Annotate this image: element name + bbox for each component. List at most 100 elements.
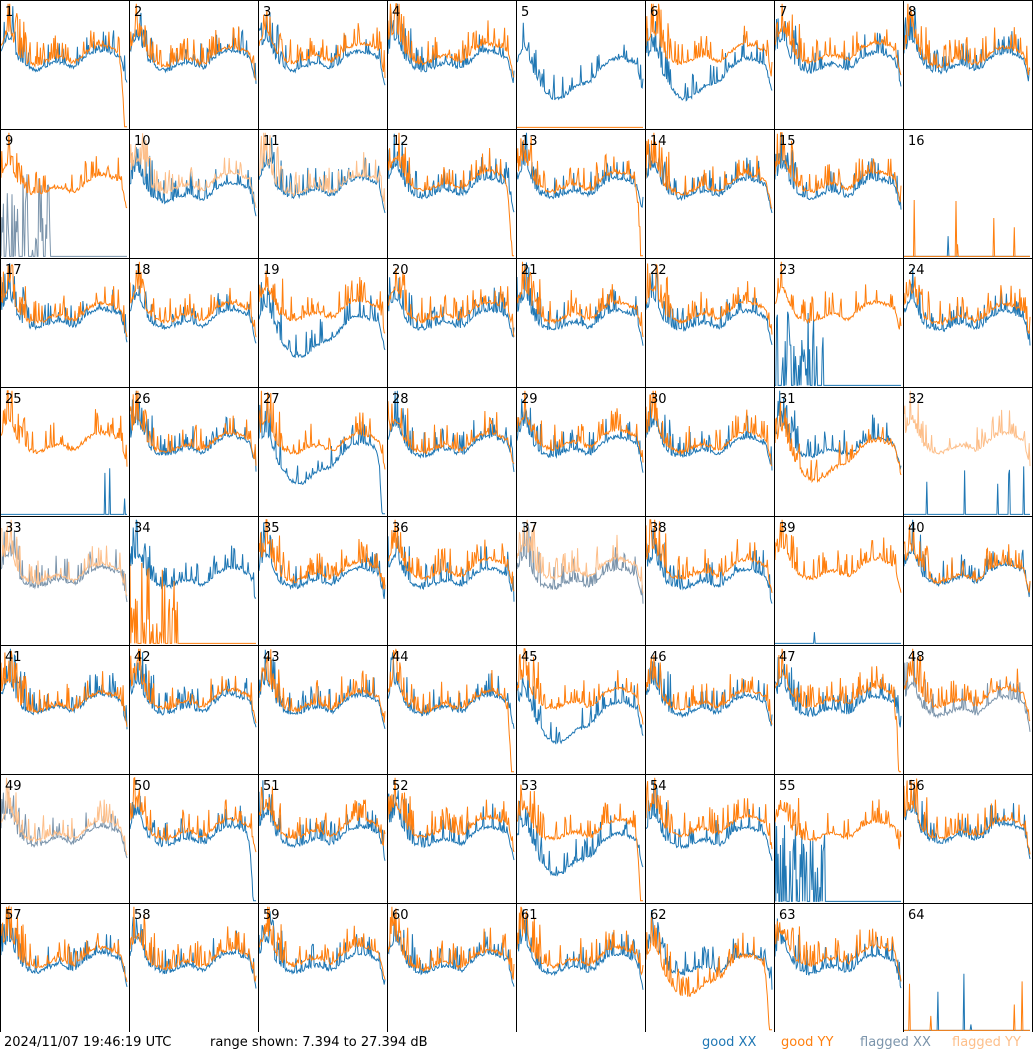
panel-32-label: 32 [908, 392, 925, 407]
panel-34-yy-line [129, 562, 256, 644]
panel-58-yy-line [129, 906, 257, 982]
panel-60-yy-line [387, 906, 515, 980]
panel-10-xx-line [129, 147, 257, 217]
panel-28-label: 28 [392, 392, 409, 407]
panel-23: 23 [774, 258, 904, 388]
panel-1-label: 1 [5, 5, 13, 20]
panel-8: 8 [903, 0, 1033, 130]
panel-50-label: 50 [134, 779, 151, 794]
panel-61-yy-line [516, 906, 644, 976]
panel-64-yy-line [904, 981, 1030, 1031]
panel-60: 60 [387, 903, 517, 1032]
panel-30-xx-line [645, 398, 773, 471]
panel-3-xx-line [258, 12, 386, 86]
legend-good-xx: good XX [702, 1035, 757, 1050]
panel-52-yy-line [387, 777, 515, 853]
panel-55-xx-line [774, 820, 901, 902]
panel-55-label: 55 [779, 779, 796, 794]
panel-2-frame [129, 0, 259, 130]
panel-61-label: 61 [521, 908, 538, 923]
panel-25-label: 25 [5, 392, 22, 407]
panel-39: 39 [774, 516, 904, 646]
panel-6: 6 [645, 0, 775, 130]
panel-53-label: 53 [521, 779, 538, 794]
panel-40-label: 40 [908, 521, 925, 536]
panel-30-label: 30 [650, 392, 667, 407]
panel-28-yy-line [387, 401, 515, 464]
panel-4-xx-line [387, 3, 515, 84]
panel-41: 41 [0, 645, 130, 775]
panel-44: 44 [387, 645, 517, 775]
panel-33-label: 33 [5, 521, 22, 536]
panel-2-label: 2 [134, 5, 142, 20]
panel-58-label: 58 [134, 908, 151, 923]
panel-25-xx-line [1, 468, 127, 515]
panel-19-xx-line [258, 282, 386, 359]
panel-12-label: 12 [392, 134, 409, 149]
panel-13: 13 [516, 129, 646, 259]
panel-19: 19 [258, 258, 388, 388]
panel-64: 64 [903, 903, 1033, 1032]
panel-11-xx-line [258, 137, 386, 214]
panel-23-xx-line [775, 311, 901, 386]
panel-57: 57 [0, 903, 130, 1032]
panel-55-yy-line [774, 797, 902, 850]
panel-2-yy-line [129, 3, 257, 81]
panel-47-xx-line [774, 657, 902, 728]
panel-24-yy-line [903, 276, 1031, 334]
panel-42-label: 42 [134, 650, 151, 665]
panel-51-label: 51 [263, 779, 280, 794]
panel-54: 54 [645, 774, 775, 904]
panel-37: 37 [516, 516, 646, 646]
panel-50-yy-line [129, 776, 257, 853]
panel-35-yy-line [258, 519, 386, 590]
panel-37-yy-line [516, 519, 644, 594]
panel-11-label: 11 [263, 134, 280, 149]
panel-1-yy-line [0, 3, 127, 128]
panel-49-yy-line [0, 777, 128, 856]
panel-18-label: 18 [134, 263, 151, 278]
panel-31-label: 31 [779, 392, 796, 407]
panel-14: 14 [645, 129, 775, 259]
panel-20-xx-line [387, 277, 515, 338]
panel-25-yy-line [0, 390, 128, 467]
panel-1-xx-line [0, 6, 128, 83]
panel-34: 34 [129, 516, 259, 646]
panel-30: 30 [645, 387, 775, 517]
panel-7: 7 [774, 0, 904, 130]
panel-9-frame [0, 129, 130, 259]
panel-52-label: 52 [392, 779, 409, 794]
panel-26-label: 26 [134, 392, 151, 407]
panel-49-label: 49 [5, 779, 22, 794]
panel-7-label: 7 [779, 5, 787, 20]
panel-36: 36 [387, 516, 517, 646]
panel-2: 2 [129, 0, 259, 130]
panel-8-yy-line [903, 3, 1031, 76]
panel-36-yy-line [387, 519, 515, 592]
panel-15-xx-line [774, 132, 902, 210]
panel-46-yy-line [645, 655, 773, 725]
panel-19-yy-line [258, 270, 386, 334]
panel-53: 53 [516, 774, 646, 904]
panel-51: 51 [258, 774, 388, 904]
panel-1: 1 [0, 0, 130, 130]
panel-22-label: 22 [650, 263, 667, 278]
panel-14-xx-line [645, 143, 773, 214]
panel-43: 43 [258, 645, 388, 775]
panel-11-yy-line [258, 132, 386, 210]
panel-63-label: 63 [779, 908, 796, 923]
panel-6-label: 6 [650, 5, 658, 20]
panel-41-label: 41 [5, 650, 22, 665]
footer: 2024/11/07 19:46:19 UTC range shown: 7.3… [0, 1032, 1033, 1053]
panel-60-xx-line [387, 916, 515, 987]
panel-17: 17 [0, 258, 130, 388]
panel-55: 55 [774, 774, 904, 904]
panel-16-yy-line [904, 199, 1030, 257]
panel-44-label: 44 [392, 650, 409, 665]
panel-63-yy-line [774, 921, 902, 982]
panel-29: 29 [516, 387, 646, 517]
panel-8-frame [903, 0, 1033, 130]
legend-flagged-xx: flagged XX [860, 1035, 931, 1050]
panel-41-yy-line [0, 650, 128, 727]
panel-22-yy-line [645, 263, 773, 335]
